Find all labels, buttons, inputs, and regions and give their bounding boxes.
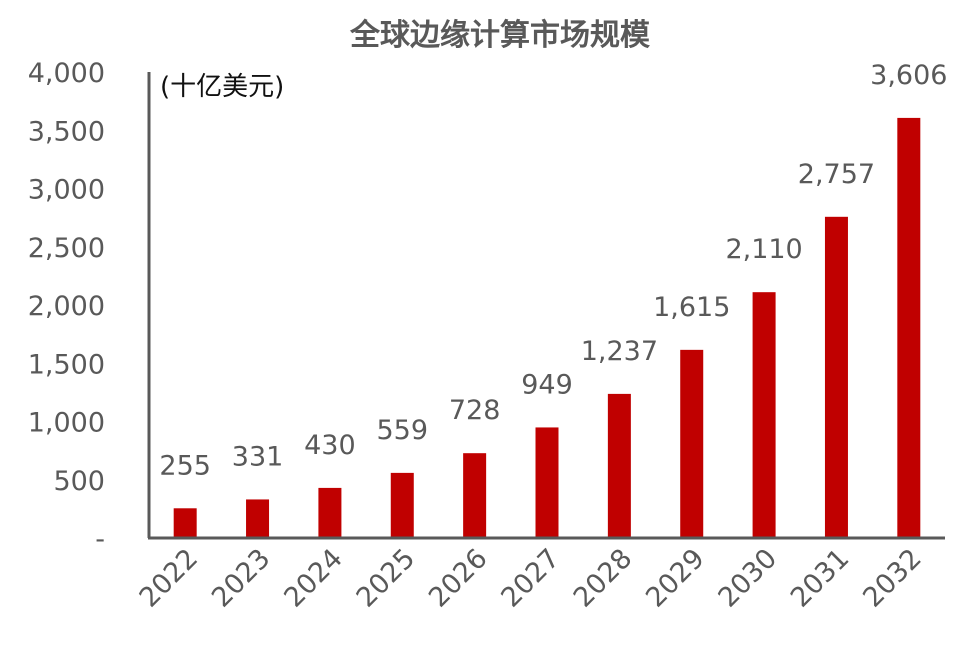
bar-2030 — [752, 292, 776, 538]
bar-2024 — [318, 487, 342, 538]
chart-title: 全球边缘计算市场规模 — [349, 18, 650, 53]
data-label: 331 — [232, 441, 284, 472]
bar-2029 — [680, 349, 704, 538]
data-label: 2,110 — [725, 234, 802, 265]
y-tick-label: - — [95, 524, 105, 555]
bar-2023 — [246, 499, 270, 538]
x-tick-label: 2025 — [351, 543, 422, 614]
data-label: 1,237 — [581, 336, 658, 367]
data-label: 559 — [376, 415, 428, 446]
unit-label: (十亿美元) — [160, 72, 284, 102]
bar-2026 — [463, 453, 487, 538]
bar-2022 — [173, 508, 197, 538]
y-tick-label: 1,000 — [28, 408, 105, 439]
y-tick-label: 3,500 — [28, 116, 105, 147]
y-tick-label: 2,000 — [28, 291, 105, 322]
y-axis-ticks: - 500 1,000 1,500 2,000 2,500 3,000 3,500 4,000 — [28, 58, 105, 555]
y-tick-label: 3,000 — [28, 175, 105, 206]
bars — [173, 117, 921, 538]
data-label: 1,615 — [653, 292, 730, 323]
x-tick-label: 2024 — [278, 543, 349, 614]
data-label: 3,606 — [870, 60, 947, 91]
data-label: 2,757 — [798, 159, 875, 190]
y-tick-label: 500 — [53, 466, 105, 497]
data-label: 949 — [521, 369, 573, 400]
x-tick-label: 2029 — [640, 543, 711, 614]
data-labels: 255 331 430 559 728 949 1,237 1,615 2,110 2,757 3,… — [159, 60, 947, 481]
data-label: 430 — [304, 430, 356, 461]
x-tick-label: 2028 — [568, 543, 639, 614]
x-tick-label: 2022 — [134, 543, 205, 614]
y-tick-label: 4,000 — [28, 58, 105, 89]
x-tick-label: 2027 — [495, 543, 566, 614]
x-tick-label: 2032 — [857, 543, 928, 614]
y-tick-label: 2,500 — [28, 233, 105, 264]
y-tick-label: 1,500 — [28, 349, 105, 380]
x-axis-ticks: 2022 2023 2024 2025 2026 2027 2028 2029 2030 2031… — [134, 543, 928, 614]
bar-2031 — [824, 216, 848, 538]
data-label: 728 — [449, 395, 501, 426]
x-tick-label: 2030 — [713, 543, 784, 614]
bar-2025 — [390, 472, 414, 538]
bar-2028 — [607, 393, 631, 538]
x-tick-label: 2026 — [423, 543, 494, 614]
bar-2027 — [535, 427, 559, 538]
x-tick-label: 2031 — [785, 543, 856, 614]
bar-2032 — [897, 117, 921, 538]
data-label: 255 — [159, 450, 211, 481]
x-tick-label: 2023 — [206, 543, 277, 614]
